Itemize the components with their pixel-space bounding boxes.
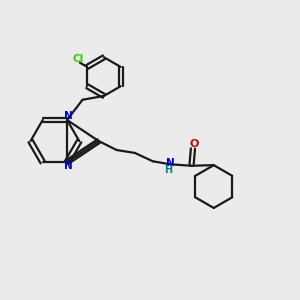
Text: Cl: Cl bbox=[73, 54, 84, 64]
Text: H: H bbox=[164, 165, 172, 175]
Text: N: N bbox=[64, 161, 73, 171]
Text: N: N bbox=[64, 111, 73, 121]
Text: N: N bbox=[166, 158, 175, 168]
Text: O: O bbox=[190, 140, 199, 149]
